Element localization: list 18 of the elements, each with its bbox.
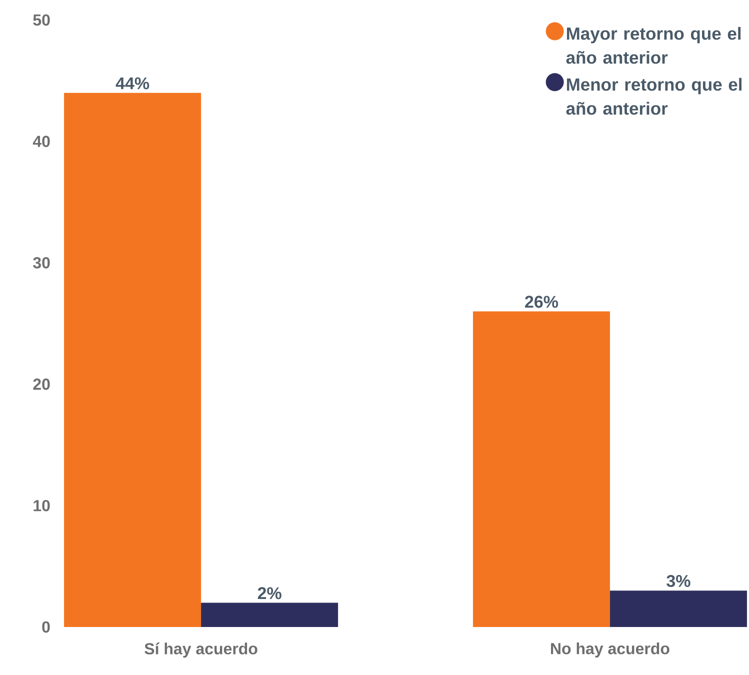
data-label: 2% [258, 587, 282, 600]
bar [610, 590, 747, 627]
y-tick-label: 20 [33, 378, 50, 390]
y-tick-label: 30 [33, 257, 50, 268]
bar [64, 92, 202, 627]
legend-label: Menor retorno que el año anterior [566, 78, 742, 115]
x-tick-label: No hay acuerdo [551, 642, 670, 658]
y-tick-label: 10 [34, 500, 50, 512]
data-label: 44% [116, 77, 150, 90]
legend-label: Mayor retorno que el año anterior [566, 26, 741, 64]
y-tick-label: 40 [32, 136, 50, 148]
bar [472, 311, 610, 627]
data-label: 3% [666, 574, 690, 588]
data-label: 26% [525, 296, 558, 308]
y-tick-label: 0 [42, 621, 50, 633]
y-tick-label: 50 [33, 14, 50, 26]
x-tick-label: Sí hay acuerdo [144, 642, 258, 658]
bar [201, 602, 338, 627]
